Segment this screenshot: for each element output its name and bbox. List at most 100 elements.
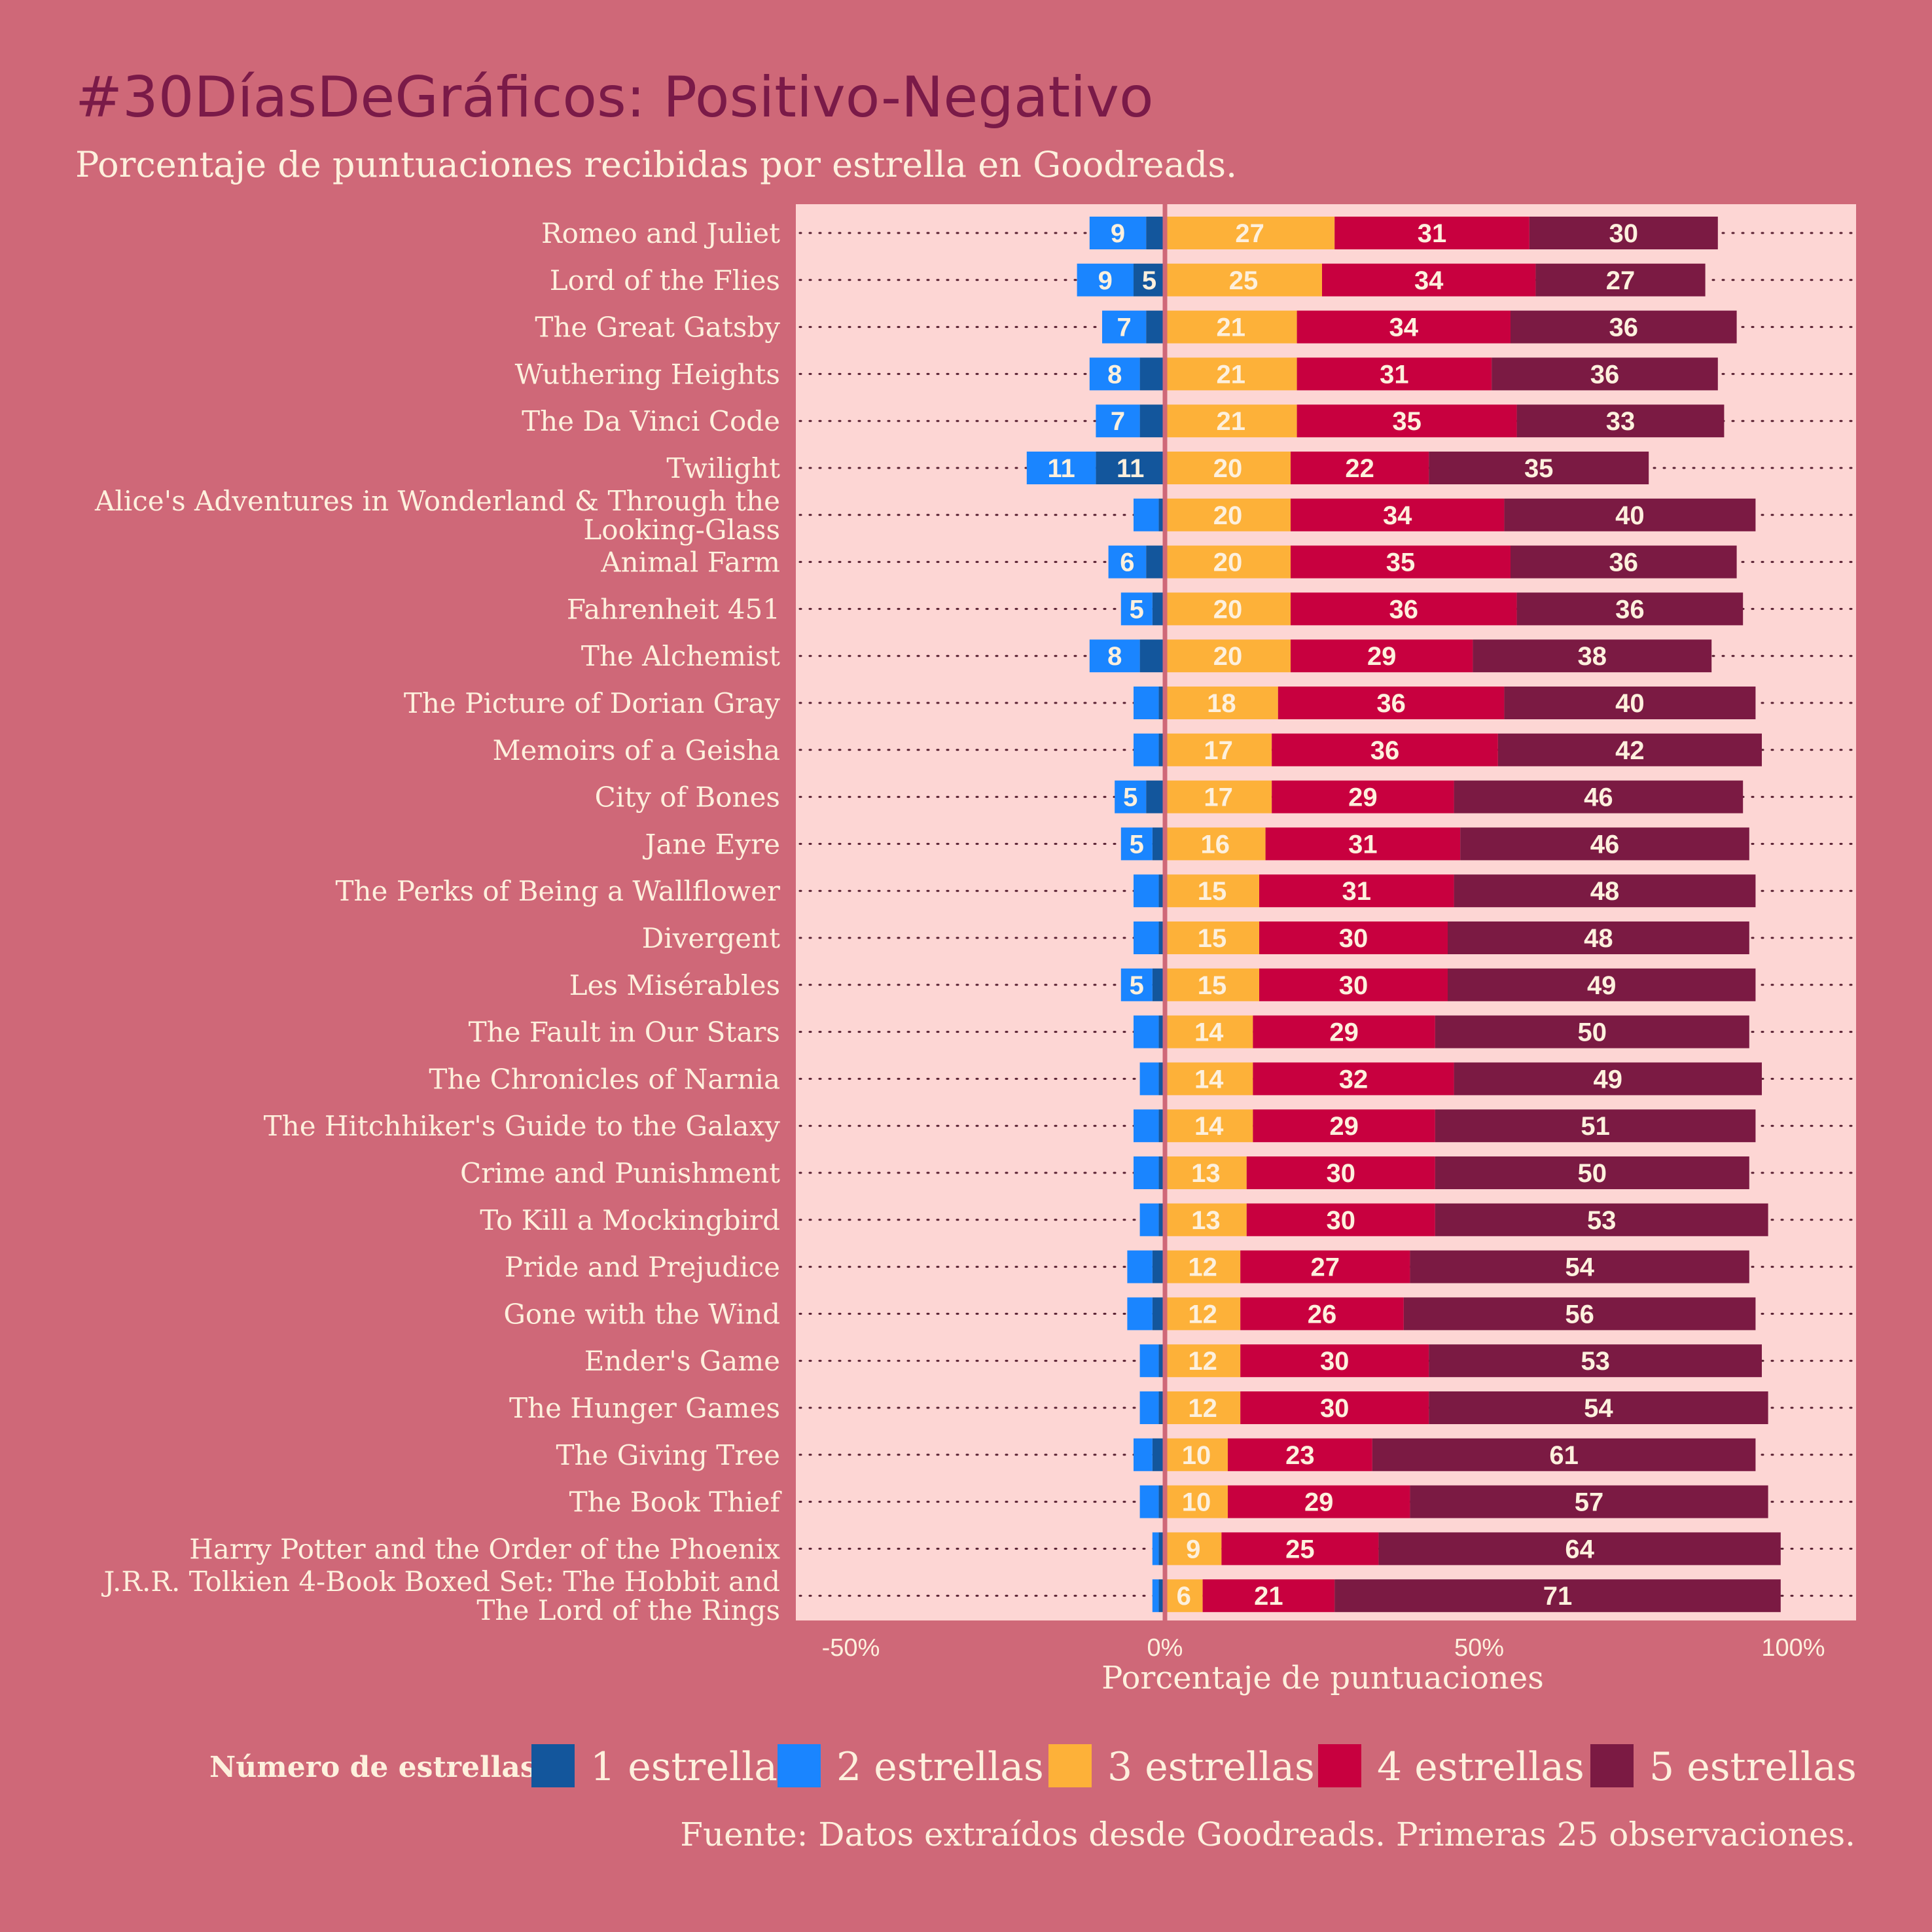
bar-segment [1134,1109,1159,1143]
bar-segment [1165,733,1272,766]
bar-value-label: 17 [1204,736,1233,765]
bar-segment [1454,874,1756,908]
bar-value-label: 53 [1581,1347,1610,1376]
bar-segment [1165,874,1259,908]
bar-segment [1165,1109,1253,1143]
bar-segment [1297,310,1511,344]
bar-segment [1165,1438,1228,1471]
bar-segment [1165,687,1278,719]
bar-segment [1202,1579,1335,1613]
bar-segment [1253,1062,1454,1096]
bar-value-label: 36 [1615,595,1645,624]
x-axis-ticks: -50% 0% 50% 100% [822,1634,1825,1662]
bar-value-label: 5 [1130,830,1144,859]
bar-value-label: 26 [1308,1300,1337,1329]
bar-segment [1492,357,1718,391]
bar-value-label: 20 [1213,642,1243,671]
bar-segment [1334,217,1530,249]
bar-value-label: 21 [1217,313,1246,342]
bar-value-label: 54 [1565,1253,1594,1282]
bar-segment [1139,639,1165,673]
y-axis-label: Les Misérables [569,969,780,1001]
bar-segment [1240,1391,1429,1424]
bar-segment [1134,733,1159,766]
bar-value-label: 35 [1524,454,1554,483]
bars [1026,217,1781,1613]
bar-value-label: 42 [1615,736,1645,765]
legend-label-1-estrella: 1 estrella [590,1744,778,1790]
bar-value-label: 10 [1182,1441,1211,1470]
bar-value-label: 30 [1339,924,1368,953]
bar-segment [1139,1344,1159,1378]
bar-segment [1516,592,1744,626]
bar-value-label: 29 [1329,1112,1359,1141]
bar-value-label: 35 [1392,407,1422,436]
bar-segment [1429,1391,1768,1424]
legend-label-5-estrellas: 5 estrellas [1649,1744,1857,1790]
bar-segment [1259,874,1454,908]
y-axis-label: Pride and Prejudice [505,1251,780,1283]
bar-segment [1511,545,1737,579]
bar-value-label: 5 [1123,783,1137,812]
bar-value-label: 36 [1389,595,1419,624]
bar-segment [1158,1485,1165,1518]
bar-segment [1410,1485,1768,1518]
bar-segment [1259,968,1448,1001]
bar-value-label: 11 [1117,454,1144,483]
bar-segment [1096,404,1140,438]
bar-value-label: 11 [1047,454,1075,483]
y-axis-labels: Romeo and Juliet Lord of the Flies The Gre… [94,217,782,1626]
bar-value-label: 27 [1311,1253,1340,1282]
bar-segment [1228,1438,1372,1471]
bar-value-label: 25 [1229,266,1259,295]
bar-segment [1448,921,1749,954]
bar-value-label: 30 [1327,1159,1356,1188]
bar-segment [1511,310,1737,344]
bar-segment [1096,452,1165,484]
bar-value-label: 36 [1609,548,1639,577]
bar-value-label: 50 [1578,1159,1607,1188]
bar-value-label: 29 [1304,1488,1334,1517]
bar-segment [1108,545,1147,579]
y-axis-label: Memoirs of a Geisha [493,734,780,766]
bar-segment [1120,968,1153,1001]
bar-segment [1139,357,1165,391]
bar-segment [1134,874,1159,908]
chart-title: #30DíasDeGráficos: Positivo-Negativo [75,65,1154,130]
bar-segment [1152,1438,1165,1471]
legend-swatch-5-estrellas [1590,1744,1634,1787]
bar-value-label: 16 [1201,830,1230,859]
bar-segment [1165,452,1291,484]
bar-segment [1291,592,1517,626]
y-axis-label: Alice's Adventures in Wonderland & Throu… [94,485,780,546]
y-axis-label: Romeo and Juliet [541,217,780,249]
bar-segment [1134,263,1165,296]
bar-value-label: 5 [1142,266,1156,295]
bar-value-label: 40 [1615,501,1645,530]
bar-value-label: 51 [1581,1112,1610,1141]
bar-segment [1378,1532,1781,1565]
bar-segment [1152,1250,1165,1283]
y-axis-label: The Picture of Dorian Gray [404,687,780,719]
bar-segment [1322,263,1536,296]
bar-segment [1165,1391,1241,1424]
bar-segment [1297,357,1492,391]
bar-value-label: 36 [1376,689,1406,718]
bar-segment [1473,639,1712,673]
bar-segment [1278,687,1505,719]
bar-segment [1460,827,1749,861]
bar-segment [1115,780,1147,814]
plot-panel [796,204,1856,1620]
bar-segment [1158,921,1165,954]
bar-segment [1165,404,1297,438]
y-axis-label: Jane Eyre [643,828,780,860]
bar-segment [1152,1579,1159,1613]
bar-segment [1535,263,1706,296]
x-tick-label: 100% [1761,1634,1825,1662]
bar-value-label: 30 [1339,971,1368,1000]
bar-segment [1152,968,1165,1001]
bar-segment [1089,357,1140,391]
legend-title: Número de estrellas [209,1751,537,1784]
